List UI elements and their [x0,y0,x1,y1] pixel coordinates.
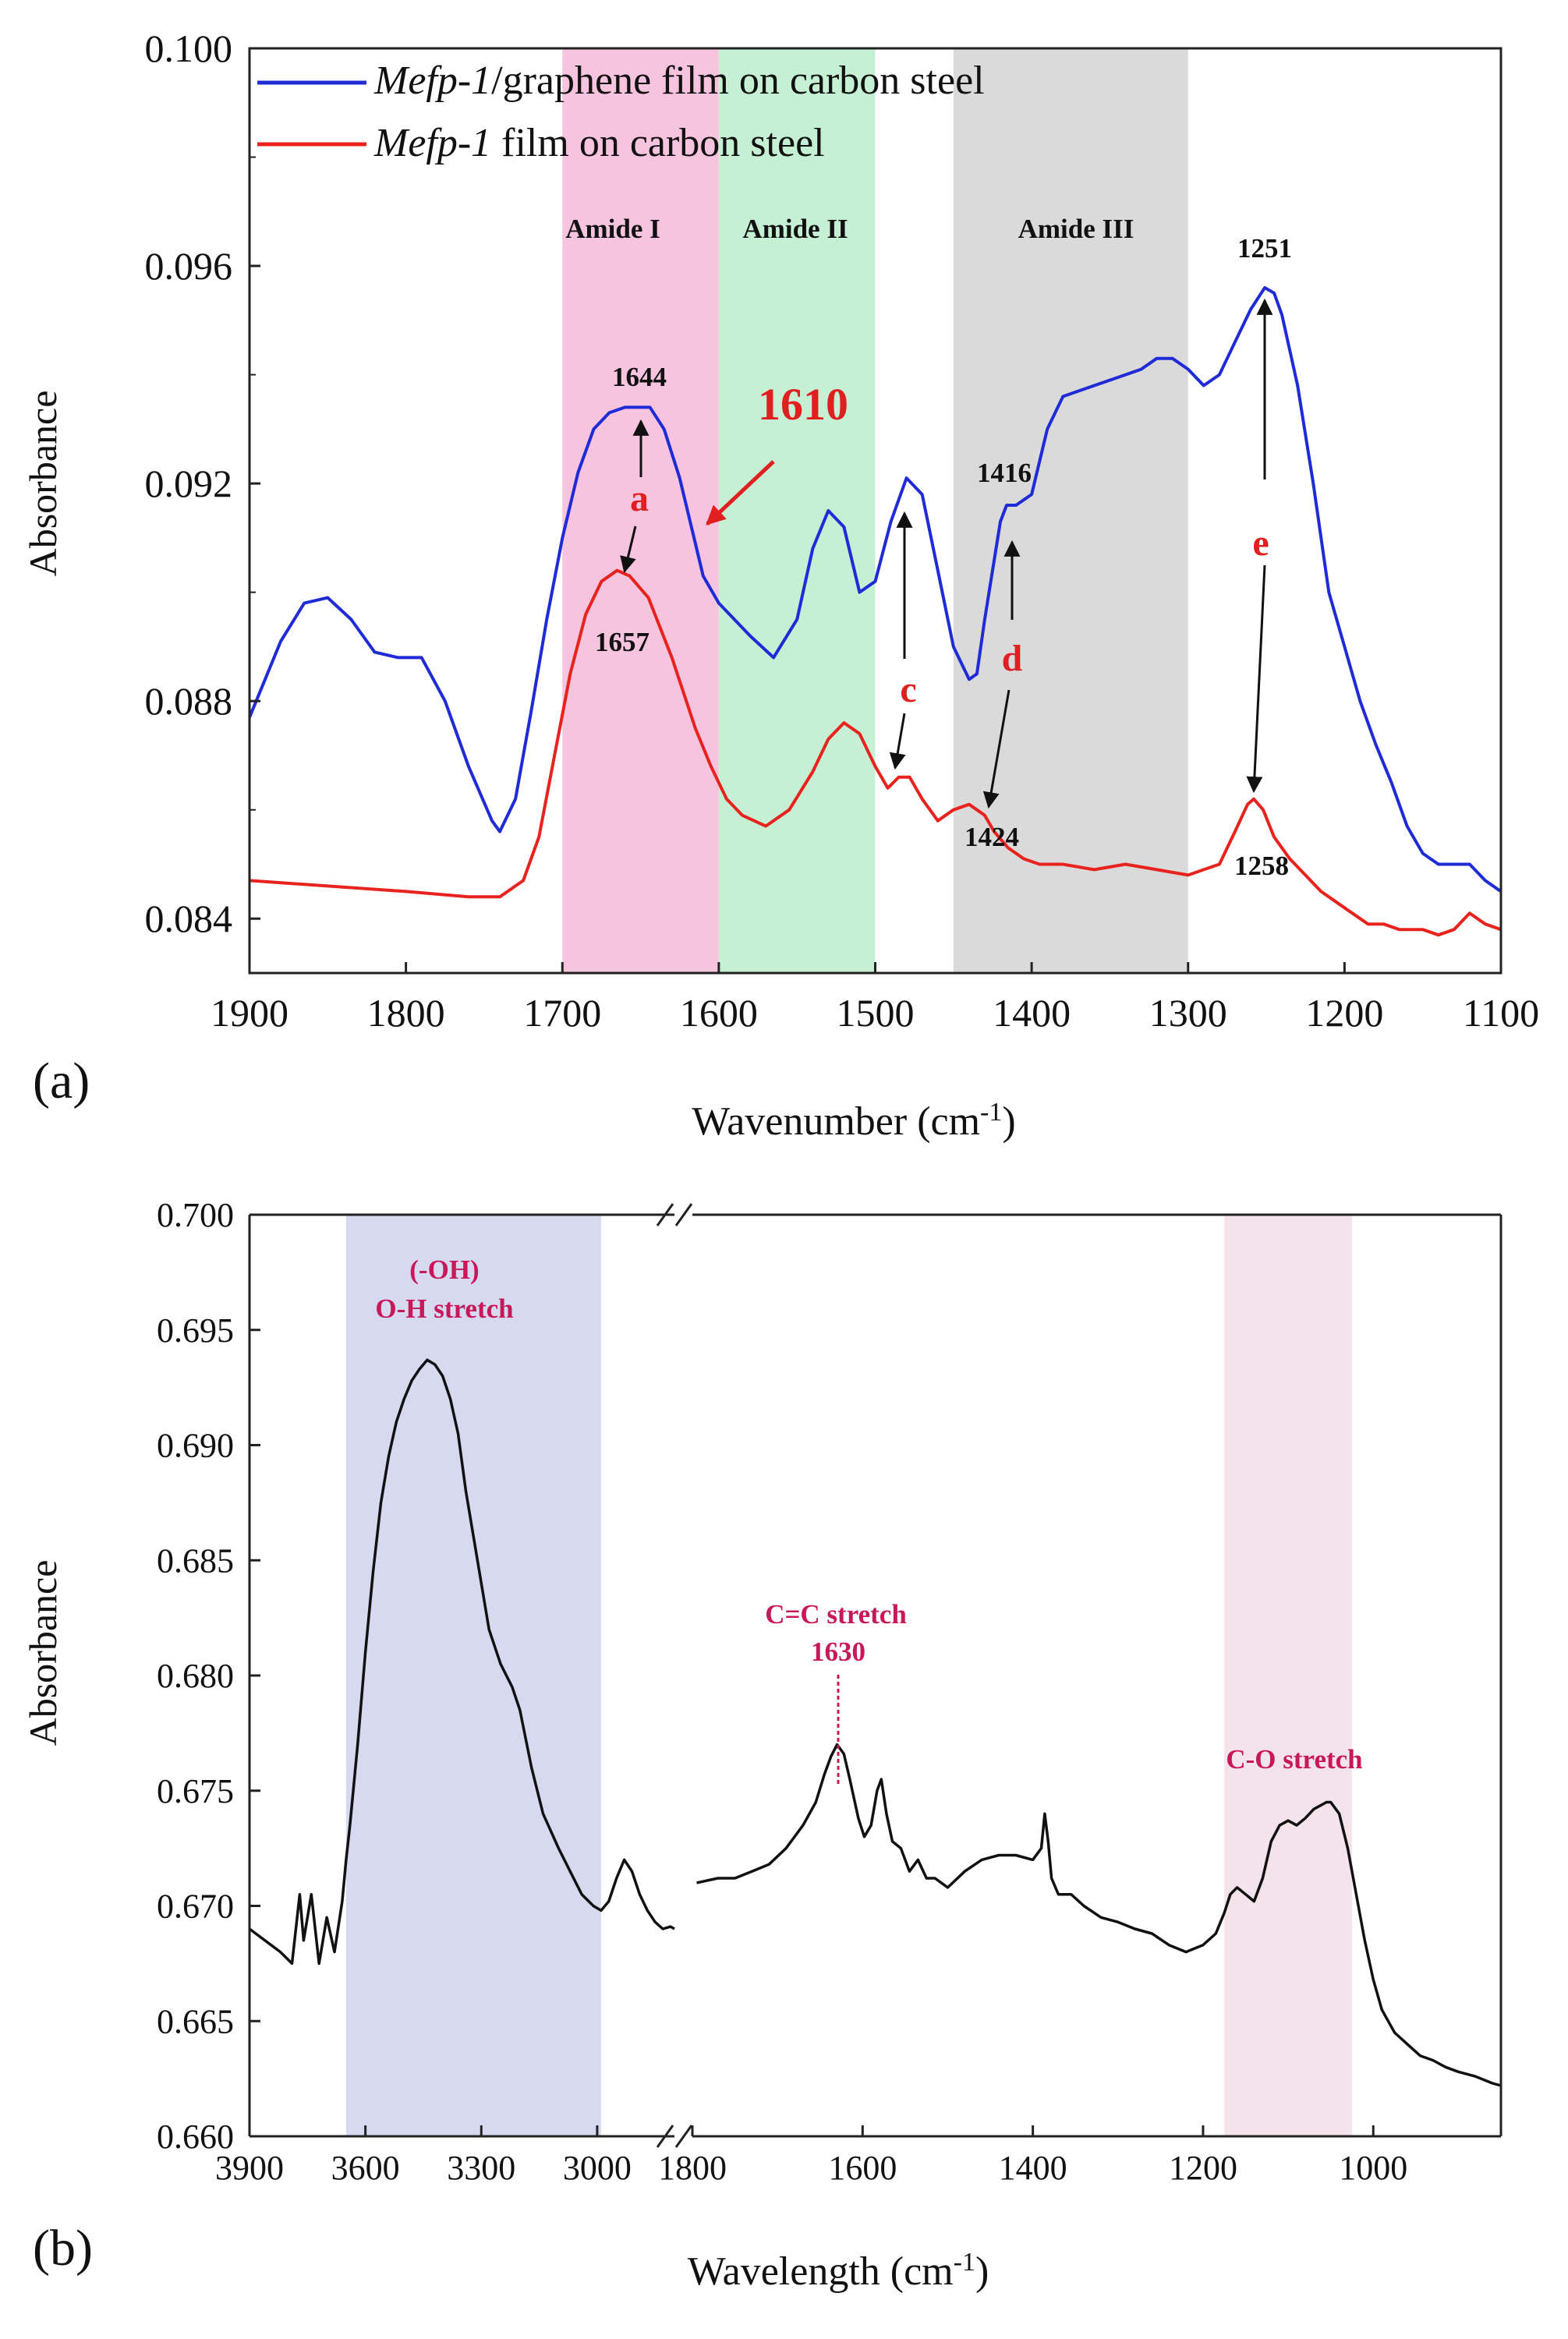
arrow-d-down [982,689,1011,809]
panel-a-xlabel: Wavenumber (cm-1) [692,1098,1015,1144]
panel-b-xlabel: Wavelength (cm-1) [688,2248,989,2294]
panel-a-arrows [620,298,1273,809]
band-b-2 [1224,1215,1352,2136]
peak-label-1251: 1251 [1237,233,1292,264]
y-tick-label: 0.665 [157,2002,234,2040]
panel-b-ticks: 3900 3600 3300 3000 1800 1600 1400 1200 1000 0.66… [157,1196,1407,2187]
axis-break-mark [674,1203,693,1226]
x-tick-label: 1300 [1149,991,1227,1035]
y-tick-label: 0.088 [145,679,233,723]
x-tick-label: 1400 [993,991,1071,1035]
arrow-c-down [889,713,906,770]
arrow-e-down [1246,564,1266,794]
x-tick-label: 1200 [1305,991,1383,1035]
band-3 [953,48,1188,973]
panel-a-annotations: 1644 1610 a 1657 c 1416 d 1424 1251 e 12… [595,233,1292,881]
band-label-oh: (-OH) [409,1254,479,1285]
peak-label-1610: 1610 [758,379,848,430]
panel-b-label: (b) [33,2220,93,2277]
x-tick-label: 1500 [837,991,915,1035]
band-1 [562,48,719,973]
peak-label-1424: 1424 [965,822,1019,852]
panel-a-ticks: 1900 1800 1700 1600 1500 1400 1300 1200 1100 0.08… [145,27,1540,1035]
panel-a-ylabel: Absorbance [21,391,65,577]
y-tick-label: 0.680 [157,1657,234,1695]
arrow-a-down [620,525,637,574]
band-label-oh-stretch: O-H stretch [375,1293,513,1324]
x-tick-label: 1800 [367,991,445,1035]
marker-c: c [900,669,916,710]
legend-label-red: Mefp-1 film on carbon steel [373,121,825,165]
marker-d: d [1002,638,1023,679]
band-label-cc-stretch: C=C stretch [765,1599,907,1630]
peak-label-1657: 1657 [595,627,649,657]
y-tick-label: 0.660 [157,2118,234,2156]
x-tick-label: 1200 [1169,2149,1237,2187]
x-tick-label: 3000 [563,2149,632,2187]
series-b-1 [248,1358,675,1966]
series-b-2 [696,1743,1502,2087]
x-tick-label: 1900 [211,991,288,1035]
panel-b: 3900 3600 3300 3000 1800 1600 1400 1200 1000 0.66… [21,1196,1503,2294]
marker-a: a [630,478,649,519]
y-tick-label: 0.690 [157,1427,234,1465]
band-b-1 [345,1215,601,2136]
panel-b-series [248,1358,1502,2087]
x-tick-label: 3900 [215,2149,284,2187]
y-tick-label: 0.084 [145,897,233,940]
panel-a-bands [562,48,1188,973]
x-tick-label: 1600 [680,991,758,1035]
peak-label-1630: 1630 [811,1637,865,1667]
panel-a: 1900 1800 1700 1600 1500 1400 1300 1200 1100 0.08… [21,27,1539,1144]
series-blue [248,286,1503,893]
x-tick-label: 1400 [999,2149,1067,2187]
legend: Mefp-1/graphene film on carbon steel Mef… [257,58,985,165]
panel-b-frame [248,1203,1503,2148]
band-label-amide-2: Amide II [742,214,848,244]
x-tick-label: 1700 [523,991,601,1035]
x-tick-label: 1100 [1463,991,1539,1035]
axis-break-mark [656,2125,674,2148]
peak-label-1258: 1258 [1234,851,1289,881]
panel-a-series [248,286,1503,937]
y-tick-label: 0.096 [145,244,233,288]
x-tick-label: 1000 [1339,2149,1407,2187]
panel-b-annotations: (-OH) O-H stretch C=C stretch 1630 C-O s… [375,1254,1362,1775]
x-tick-label: 1600 [828,2149,897,2187]
y-tick-label: 0.685 [157,1541,234,1580]
peak-label-1416: 1416 [977,458,1032,488]
axis-break-mark [674,2125,693,2148]
band-2 [718,48,876,973]
panel-b-ylabel: Absorbance [21,1560,65,1746]
band-label-amide-3: Amide III [1018,214,1134,244]
legend-label-blue: Mefp-1/graphene film on carbon steel [373,58,985,103]
y-tick-label: 0.675 [157,1772,234,1810]
axis-break-mark [656,1203,674,1226]
y-tick-label: 0.700 [157,1196,234,1234]
arrow-1610 [706,460,775,525]
x-tick-label: 3600 [331,2149,400,2187]
series-red [249,568,1502,937]
band-label-amide-1: Amide I [565,214,660,244]
band-label-co-stretch: C-O stretch [1226,1744,1362,1775]
y-tick-label: 0.670 [157,1888,234,1926]
x-tick-label: 3300 [447,2149,515,2187]
y-tick-label: 0.100 [145,27,233,70]
x-tick-label: 1800 [658,2149,727,2187]
y-tick-label: 0.092 [145,462,233,505]
panel-b-bands [345,1215,1352,2136]
peak-label-1644: 1644 [612,362,667,392]
y-tick-label: 0.695 [157,1311,234,1350]
marker-e: e [1252,522,1269,564]
panel-a-label: (a) [33,1053,90,1109]
